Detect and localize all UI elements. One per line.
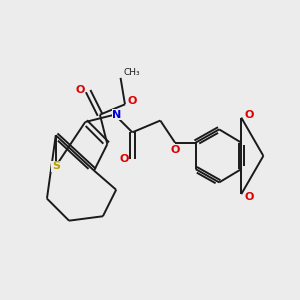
Text: S: S: [52, 161, 60, 171]
Text: CH₃: CH₃: [124, 68, 140, 77]
Text: N: N: [112, 110, 122, 120]
Text: O: O: [119, 154, 129, 164]
Text: O: O: [245, 110, 254, 120]
Text: H: H: [127, 100, 135, 109]
Text: O: O: [128, 96, 137, 106]
Text: O: O: [171, 145, 180, 155]
Text: O: O: [75, 85, 85, 94]
Text: O: O: [245, 192, 254, 202]
